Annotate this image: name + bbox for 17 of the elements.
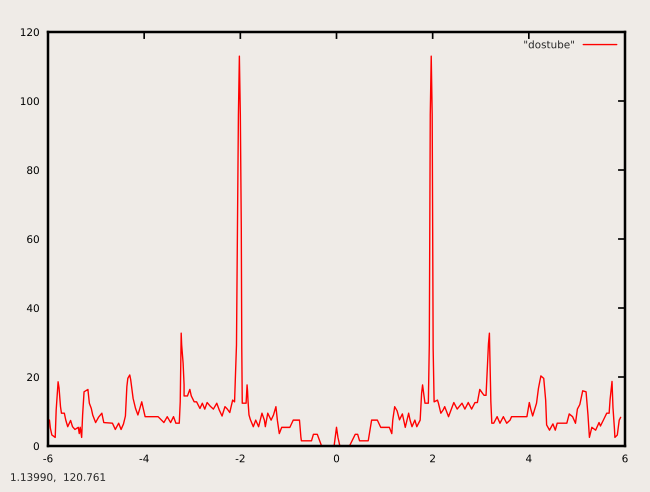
x-tick-label: 6 xyxy=(622,454,628,462)
x-tick-label: -4 xyxy=(139,454,149,462)
y-tick-label: 60 xyxy=(27,235,39,244)
x-tick-label: 4 xyxy=(526,454,532,462)
x-tick-label: -2 xyxy=(236,454,244,462)
y-tick-label: 120 xyxy=(20,28,39,36)
y-tick-label: 20 xyxy=(27,373,39,382)
line-series xyxy=(48,55,622,446)
x-tick-label: -6 xyxy=(43,454,53,462)
x-tick-label: 2 xyxy=(430,454,435,462)
y-tick-label: 40 xyxy=(26,304,39,312)
legend-label: "dostube" xyxy=(524,40,574,48)
y-tick-label: 0 xyxy=(34,442,39,450)
text: 1.13990, 120.761 xyxy=(11,473,106,482)
y-tick-label: 80 xyxy=(27,166,39,174)
x-tick-label: 0 xyxy=(334,454,340,462)
y-tick-label: 100 xyxy=(20,97,39,106)
